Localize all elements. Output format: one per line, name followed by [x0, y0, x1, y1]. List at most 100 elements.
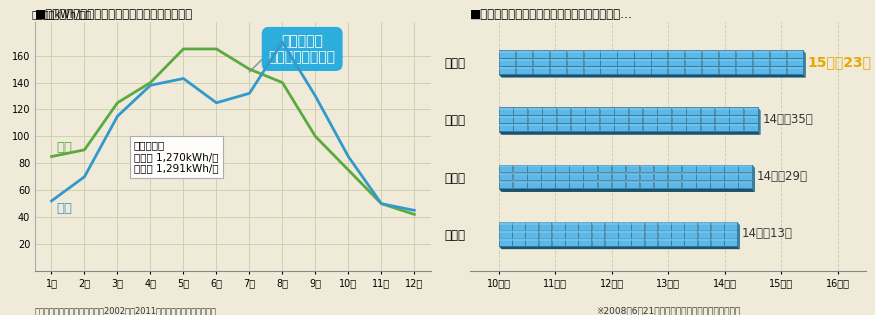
Bar: [654, 181, 668, 188]
Bar: [567, 58, 583, 66]
Bar: [658, 238, 670, 241]
Bar: [651, 58, 668, 66]
Bar: [738, 181, 752, 188]
Bar: [542, 116, 556, 123]
Bar: [640, 165, 654, 172]
Bar: [668, 66, 684, 74]
Bar: [542, 173, 555, 175]
Bar: [605, 230, 618, 238]
Bar: [710, 173, 724, 180]
Bar: [770, 51, 786, 53]
Bar: [645, 222, 657, 230]
Bar: [585, 107, 599, 115]
Bar: [724, 165, 738, 172]
Bar: [744, 107, 758, 115]
Bar: [682, 181, 696, 183]
Bar: [682, 173, 696, 180]
Bar: [668, 50, 684, 58]
Bar: [730, 108, 743, 110]
Bar: [612, 181, 625, 188]
Bar: [657, 108, 671, 110]
Bar: [598, 181, 611, 188]
Bar: [578, 238, 592, 241]
Bar: [513, 181, 527, 188]
Bar: [787, 50, 802, 58]
Polygon shape: [499, 131, 760, 135]
Bar: [539, 222, 551, 225]
Bar: [585, 124, 599, 126]
Bar: [526, 238, 538, 246]
Bar: [618, 238, 631, 246]
Bar: [645, 230, 657, 232]
Bar: [684, 230, 697, 232]
Bar: [533, 58, 550, 66]
Text: ※2008年6月21日の日の出・日の入り時間より算出: ※2008年6月21日の日の出・日の入り時間より算出: [596, 306, 740, 315]
Bar: [643, 124, 657, 126]
Bar: [684, 238, 697, 246]
Bar: [499, 51, 515, 53]
Bar: [697, 238, 710, 246]
Bar: [598, 173, 611, 175]
Bar: [710, 238, 724, 246]
Text: ■夏至の日照時間を、全国の都市と比較すると…: ■夏至の日照時間を、全国の都市と比較すると…: [471, 8, 634, 21]
Bar: [736, 58, 752, 66]
Bar: [618, 230, 631, 232]
Bar: [598, 173, 611, 180]
Bar: [499, 123, 513, 131]
Polygon shape: [752, 164, 755, 192]
Bar: [719, 67, 735, 69]
Bar: [752, 50, 769, 58]
Text: 東京: 東京: [57, 141, 73, 154]
Bar: [738, 173, 752, 175]
Bar: [736, 59, 752, 61]
Bar: [539, 222, 551, 230]
Bar: [628, 116, 642, 118]
Bar: [651, 67, 668, 69]
Bar: [570, 181, 583, 188]
Bar: [724, 173, 738, 175]
Bar: [578, 230, 592, 238]
Bar: [516, 59, 532, 61]
Polygon shape: [737, 222, 740, 249]
Bar: [658, 230, 670, 238]
Bar: [584, 66, 600, 74]
Bar: [499, 50, 515, 58]
Bar: [612, 165, 625, 172]
Bar: [736, 50, 752, 58]
Bar: [752, 58, 769, 66]
Bar: [499, 222, 512, 225]
Bar: [499, 108, 513, 110]
Bar: [668, 181, 682, 183]
Bar: [556, 116, 570, 123]
Bar: [628, 108, 642, 110]
Bar: [567, 50, 583, 58]
Bar: [542, 108, 556, 110]
Bar: [787, 66, 802, 74]
Bar: [618, 222, 631, 225]
Bar: [643, 108, 657, 110]
Bar: [710, 230, 724, 232]
Bar: [598, 181, 611, 183]
Bar: [513, 165, 527, 167]
Bar: [628, 116, 642, 123]
Bar: [738, 173, 752, 180]
Bar: [600, 67, 617, 69]
Bar: [724, 165, 738, 167]
Bar: [697, 222, 710, 225]
Text: 14時間29分: 14時間29分: [757, 170, 808, 183]
Bar: [645, 238, 657, 246]
Bar: [770, 66, 786, 74]
Bar: [710, 173, 724, 175]
Bar: [744, 108, 758, 110]
Bar: [618, 67, 634, 69]
Bar: [612, 173, 625, 180]
Bar: [556, 173, 569, 180]
Bar: [592, 238, 605, 246]
Text: ソーラーが
十分活躍できる！: ソーラーが 十分活躍できる！: [269, 34, 336, 64]
Bar: [499, 238, 512, 246]
Bar: [499, 230, 512, 232]
Bar: [592, 222, 605, 230]
Bar: [514, 123, 528, 131]
Bar: [600, 50, 617, 58]
Bar: [600, 58, 617, 66]
